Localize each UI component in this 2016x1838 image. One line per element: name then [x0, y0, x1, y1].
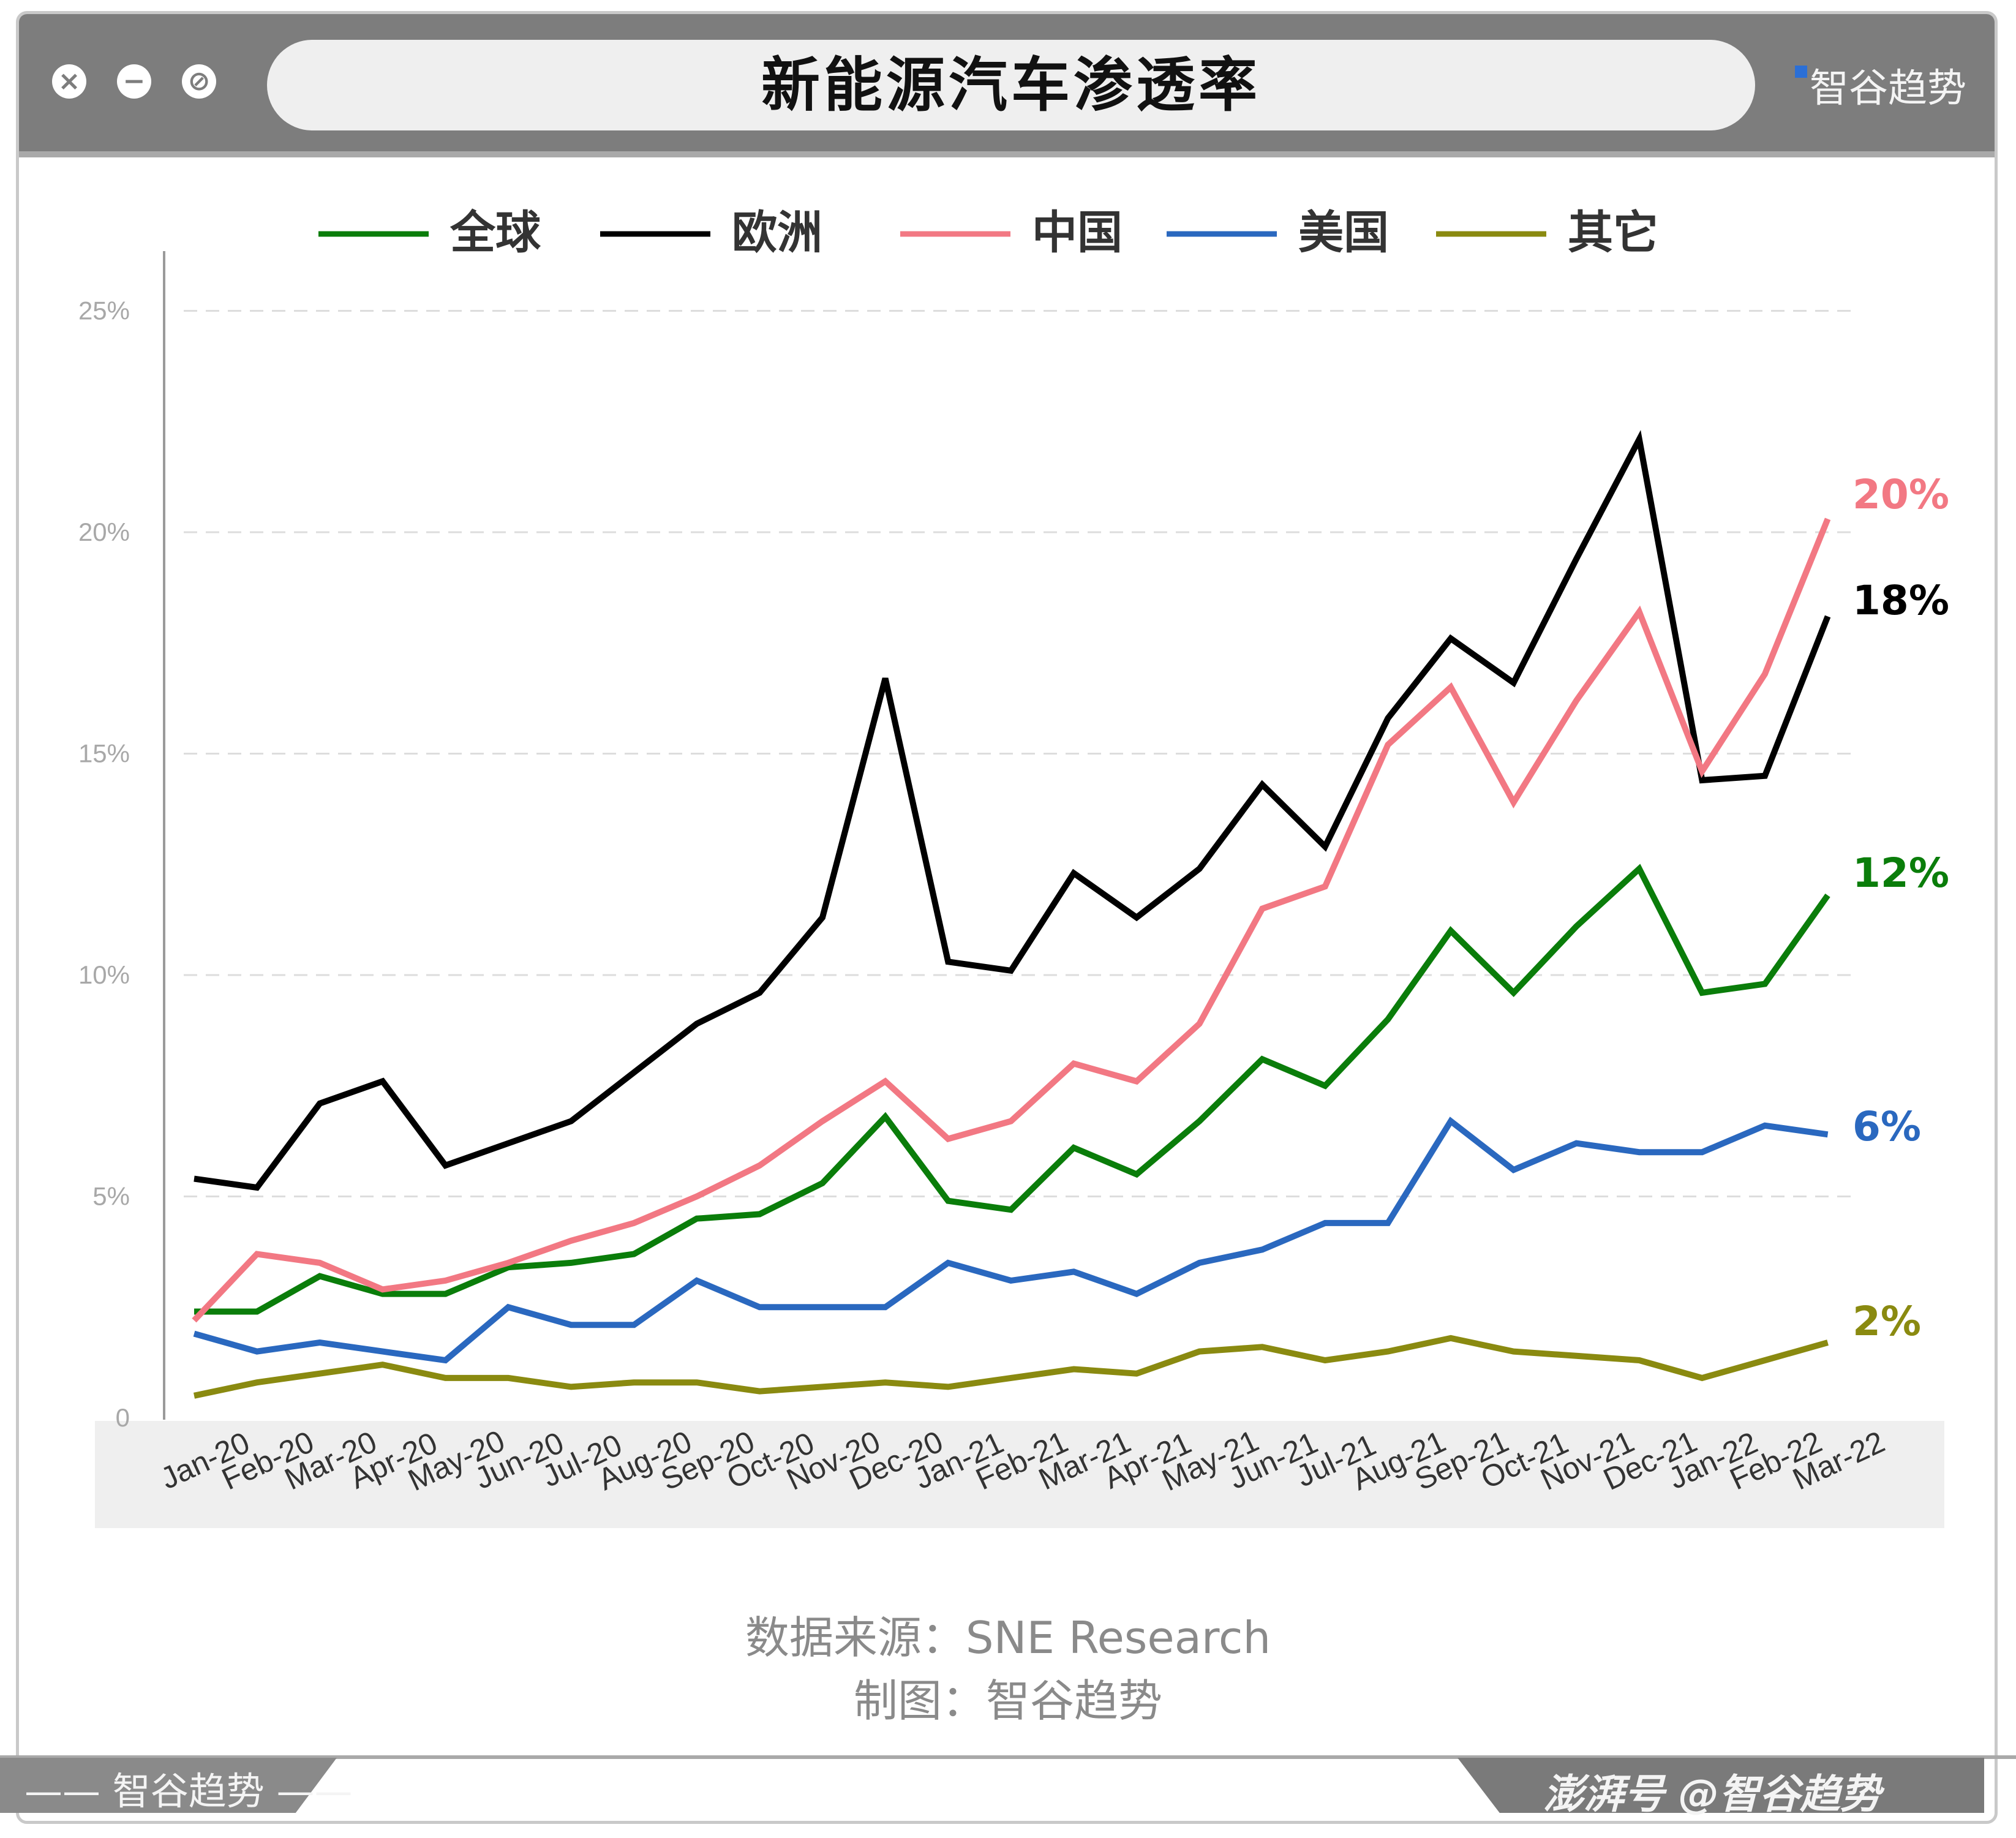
y-tick-label: 15% — [78, 739, 130, 768]
title-pill: 新能源汽车渗透率 — [267, 40, 1755, 130]
brand-text: 智谷趋势 — [1810, 66, 1966, 111]
bottom-left-brand: 智谷趋势 — [112, 1769, 265, 1814]
series-line — [194, 864, 1830, 1315]
close-icon[interactable]: × — [52, 64, 86, 99]
brand-logo-top: 智谷趋势 — [1795, 57, 1966, 113]
y-tick-label: 10% — [78, 960, 130, 989]
brand-square-icon — [1795, 66, 1807, 78]
x-axis-band — [95, 1421, 1944, 1528]
legend-label: 美国 — [1298, 206, 1389, 259]
legend-label: 欧洲 — [732, 206, 822, 259]
legend-label: 中国 — [1032, 206, 1123, 259]
chart-credit: 制图：智谷趋势 — [853, 1675, 1162, 1727]
y-tick-label: 5% — [92, 1182, 130, 1211]
watermark: 澎湃号 @智谷趋势 — [1543, 1771, 1881, 1818]
series-end-label: 18% — [1852, 577, 1949, 624]
y-tick-label: 0 — [116, 1403, 130, 1432]
bottom-left-label: —— 智谷趋势 —— — [24, 1769, 353, 1814]
series-end-label: 2% — [1852, 1298, 1921, 1345]
series-end-label: 6% — [1852, 1103, 1921, 1150]
data-source: 数据来源：SNE Research — [745, 1612, 1271, 1663]
bottom-bar: —— 智谷趋势 —— 澎湃号 @智谷趋势 — [0, 1758, 2016, 1818]
y-tick-label: 20% — [78, 518, 130, 546]
series-end-label: 12% — [1852, 849, 1949, 897]
series-line — [194, 430, 1831, 1191]
series-line — [192, 518, 1831, 1323]
chart-title: 新能源汽车渗透率 — [761, 51, 1261, 119]
minimize-icon[interactable]: − — [117, 64, 151, 99]
legend-label: 全球 — [449, 206, 541, 259]
title-bar: × − ⊘ 新能源汽车渗透率 智谷趋势 — [19, 14, 1995, 151]
y-tick-label: 25% — [78, 296, 130, 325]
title-divider — [19, 151, 1995, 157]
bottom-tab-left — [0, 1758, 337, 1813]
series-line — [193, 1117, 1829, 1364]
legend-label: 其它 — [1568, 206, 1658, 259]
series-line — [193, 1335, 1829, 1399]
series-end-label: 20% — [1852, 471, 1949, 518]
block-icon[interactable]: ⊘ — [182, 64, 216, 99]
bottom-divider — [0, 1755, 2016, 1759]
bottom-tab-right — [1457, 1758, 1984, 1813]
